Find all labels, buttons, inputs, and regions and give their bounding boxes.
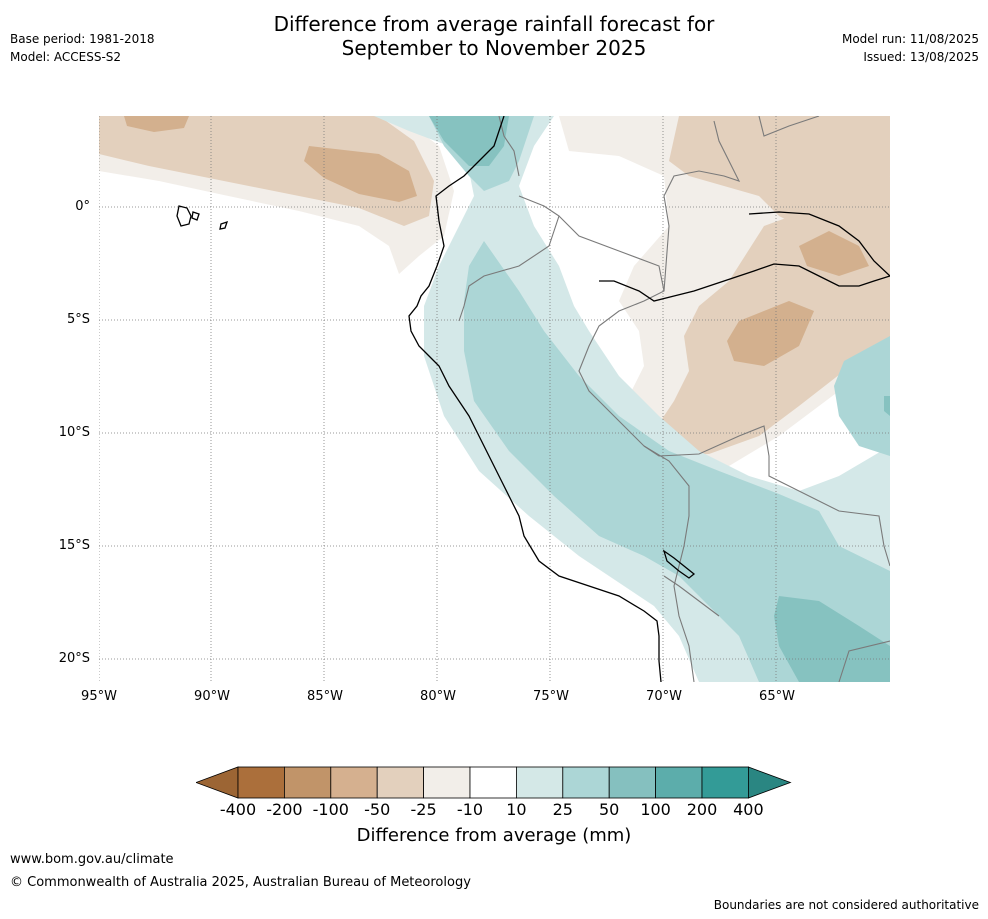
meta-left: Base period: 1981-2018 Model: ACCESS-S2	[10, 30, 155, 66]
lat-label-15s: 15°S	[58, 538, 90, 553]
legend-tick-label: 400	[733, 800, 764, 819]
region-teal-light-east	[834, 336, 890, 456]
legend-bin	[284, 766, 332, 799]
issued-text: Issued: 13/08/2025	[863, 50, 979, 64]
galapagos-island-1	[176, 205, 192, 227]
region-teal-mid-east	[884, 396, 890, 416]
lon-label-90w: 90°W	[194, 689, 230, 704]
chart-title: Difference from average rainfall forecas…	[0, 12, 988, 60]
lon-label-75w: 75°W	[533, 689, 569, 704]
lat-label-20s: 20°S	[58, 651, 90, 666]
region-teal-mid-north	[429, 116, 509, 166]
legend-bin	[608, 766, 657, 799]
legend-bin	[237, 766, 285, 799]
region-teal-mid-southeast	[774, 596, 890, 682]
coastline-west-south-america	[408, 116, 662, 682]
legend-colorbar	[196, 766, 792, 799]
coastline-rio-negro	[748, 211, 890, 277]
lat-label-0: 0°	[75, 199, 90, 214]
legend-arrow-low	[196, 766, 239, 799]
lat-label-5s: 5°S	[66, 312, 90, 327]
legend-tick-label: -200	[266, 800, 303, 819]
legend-tick-label: 50	[599, 800, 620, 819]
lon-label-70w: 70°W	[646, 689, 682, 704]
lon-label-85w: 85°W	[307, 689, 343, 704]
lon-label-80w: 80°W	[420, 689, 456, 704]
region-tan-north-pacific	[99, 116, 434, 226]
legend-bin	[423, 766, 471, 799]
legend-tick-label: -50	[364, 800, 391, 819]
footer-url: www.bom.gov.au/climate	[10, 852, 174, 867]
lon-label-65w: 65°W	[759, 689, 795, 704]
dry-anomaly-regions	[99, 116, 890, 476]
region-tan-amazon	[669, 116, 890, 226]
legend-bin	[701, 766, 749, 799]
legend-tick-label: -100	[312, 800, 349, 819]
lon-label-95w: 95°W	[81, 689, 117, 704]
legend-tick-label: 25	[552, 800, 573, 819]
country-borders	[458, 116, 890, 682]
legend-tick-label: -10	[456, 800, 484, 819]
legend-bin	[655, 766, 703, 799]
region-light-brown-north-amazon	[799, 231, 869, 276]
graticule	[99, 116, 890, 682]
legend-bin	[330, 766, 378, 799]
legend-bin	[515, 766, 564, 799]
boundaries-note: Boundaries are not considered authoritat…	[713, 898, 979, 912]
legend-tick-label: 100	[640, 800, 671, 819]
coastline-amazon-river	[599, 263, 890, 302]
legend-bin	[562, 766, 610, 799]
legend-tick-label: -25	[410, 800, 437, 819]
title-line-2: September to November 2025	[341, 36, 647, 60]
footer-copyright: © Commonwealth of Australia 2025, Austra…	[10, 875, 471, 890]
lat-label-10s: 10°S	[58, 425, 90, 440]
coastlines	[176, 116, 890, 682]
lake-titicaca	[662, 549, 696, 579]
legend-tick-label: 200	[686, 800, 718, 819]
legend-arrow-high	[748, 766, 792, 799]
title-line-1: Difference from average rainfall forecas…	[273, 12, 715, 36]
legend-title: Difference from average (mm)	[356, 825, 632, 846]
legend-bin	[376, 766, 424, 799]
galapagos-island-2	[191, 211, 200, 221]
galapagos-island-3	[219, 220, 229, 230]
region-light-brown-north-pacific	[304, 146, 417, 202]
region-light-brown-small	[124, 116, 189, 132]
region-light-brown-central	[727, 301, 814, 366]
model-text: Model: ACCESS-S2	[10, 50, 122, 64]
meta-right: Model run: 11/08/2025 Issued: 13/08/2025	[842, 30, 979, 66]
legend-tick-label: 10	[506, 800, 527, 819]
rainfall-map	[99, 116, 890, 682]
region-teal-light-band	[464, 241, 890, 682]
wet-anomaly-regions	[374, 116, 890, 682]
base-period-text: Base period: 1981-2018	[10, 32, 155, 46]
model-run-text: Model run: 11/08/2025	[841, 32, 979, 46]
legend-tick-label: -400	[219, 800, 257, 819]
legend-bin	[469, 766, 517, 799]
